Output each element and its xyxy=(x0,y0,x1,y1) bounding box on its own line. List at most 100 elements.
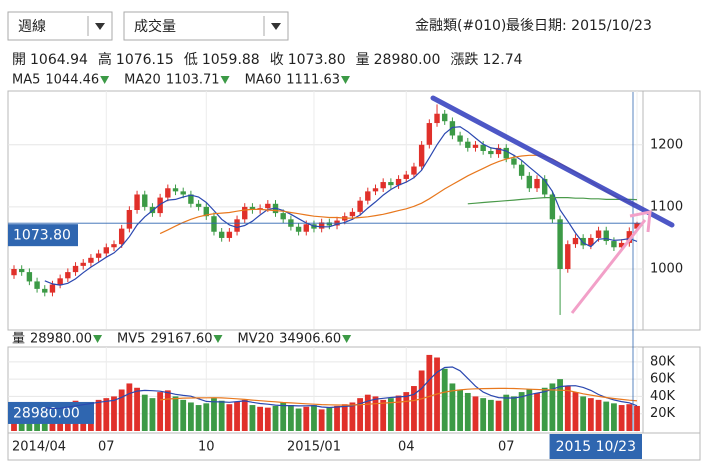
volume-bar xyxy=(626,404,633,431)
candle-body xyxy=(403,174,409,179)
candle-body xyxy=(218,231,225,238)
candle-body xyxy=(142,194,148,207)
indicator-select[interactable] xyxy=(123,11,289,41)
volume-bar xyxy=(264,407,271,431)
volume-bar xyxy=(326,407,333,431)
candle-body xyxy=(457,135,463,142)
y-tick-label: 80K xyxy=(650,354,676,369)
current-date-box xyxy=(549,434,642,459)
volume-bar xyxy=(364,394,371,431)
volume-bar xyxy=(526,389,533,431)
x-tick-label: 2015 10/23 xyxy=(556,439,636,455)
volume-bar xyxy=(480,398,487,431)
volume-bar xyxy=(380,399,387,431)
quote-value: 1059.88 xyxy=(202,52,260,68)
x-tick-label: 10 xyxy=(198,440,215,455)
pink-arrow xyxy=(570,219,647,314)
candle-body xyxy=(165,188,171,198)
volume-bar xyxy=(587,398,594,431)
x-tick-label: 04 xyxy=(398,440,415,455)
volume-bar xyxy=(387,398,394,431)
candle-body xyxy=(357,200,363,212)
price-panel xyxy=(7,90,701,331)
candle-body xyxy=(34,281,40,289)
quote-label: 量 xyxy=(356,52,370,68)
y-tick-label: 1100 xyxy=(650,199,683,214)
candle-body xyxy=(95,253,102,258)
volume-bar xyxy=(511,396,517,431)
candle-body xyxy=(618,242,625,248)
down-arrow-icon xyxy=(213,335,223,343)
volume-bar xyxy=(472,396,479,431)
quote-value: 28980.00 xyxy=(374,52,441,68)
candle-body xyxy=(134,194,140,210)
volume-bar xyxy=(180,399,187,431)
period-select[interactable] xyxy=(7,11,113,41)
candle-body xyxy=(57,278,63,285)
volume-bar xyxy=(395,395,402,431)
quote-value: 1064.94 xyxy=(30,52,88,68)
candle-body xyxy=(434,113,440,124)
candle-body xyxy=(303,224,309,232)
volume-bar xyxy=(595,399,602,431)
volume-bar xyxy=(141,394,148,431)
volume-bar xyxy=(418,370,425,431)
volume-bar xyxy=(349,402,356,431)
candle-body xyxy=(626,231,633,243)
volume-bar xyxy=(126,383,133,431)
down-arrow-icon xyxy=(342,335,352,343)
volume-bar xyxy=(457,389,463,431)
down-arrow-icon xyxy=(220,76,230,84)
volume-bar xyxy=(441,368,448,431)
candle-body xyxy=(526,175,533,189)
volume-bar xyxy=(257,406,264,431)
volume-bar xyxy=(249,405,256,431)
candle-body xyxy=(588,237,594,246)
candle-body xyxy=(411,166,417,175)
volume-bar xyxy=(541,387,548,431)
candle-body xyxy=(265,203,271,209)
volume-bar xyxy=(341,404,348,431)
volume-bar xyxy=(164,390,171,431)
volume-bar xyxy=(518,392,525,431)
volume-bar xyxy=(403,392,410,431)
last-volume-label: 28980.00 xyxy=(13,405,80,421)
candle-body xyxy=(518,164,525,176)
x-tick-label: 07 xyxy=(98,440,115,455)
candle-body xyxy=(557,219,563,269)
candle-body xyxy=(388,182,394,186)
candle-body xyxy=(42,288,48,293)
candle-body xyxy=(488,151,494,155)
volume-bar xyxy=(280,402,287,431)
quote-value: 1073.80 xyxy=(288,52,346,68)
quote-label: 高 xyxy=(98,51,112,68)
pink-arrow-head xyxy=(629,210,652,233)
last-close-label: 1073.80 xyxy=(13,228,71,244)
volume-bar xyxy=(572,392,579,431)
candle-body xyxy=(380,182,386,189)
candle-body xyxy=(126,210,133,229)
select-arrow xyxy=(271,23,281,30)
volume-bar xyxy=(549,383,556,431)
candle-body xyxy=(242,206,248,220)
quote-label: 收 xyxy=(270,52,284,68)
candle-body xyxy=(442,113,448,122)
volume-bar xyxy=(426,354,433,431)
trend-line xyxy=(430,95,675,228)
volume-bar xyxy=(503,394,510,431)
volume-bar xyxy=(211,398,217,431)
volume-bar xyxy=(218,400,225,431)
candle-body xyxy=(542,178,548,195)
y-tick-label: 60K xyxy=(650,372,676,387)
legend-name: MV20 xyxy=(237,332,274,347)
quote-label: 低 xyxy=(184,52,198,68)
indicator-text: 成交量 xyxy=(134,18,176,35)
candle-body xyxy=(172,188,179,192)
volume-bar xyxy=(303,406,310,431)
volume-bar xyxy=(372,396,379,431)
plot-layer: 開 1064.94 高 1076.15 低 1059.88 收 1073.80 量 28980.0… xyxy=(8,51,683,459)
volume-bar xyxy=(557,379,563,431)
volume-bar xyxy=(103,398,110,431)
candle-body xyxy=(595,230,602,238)
